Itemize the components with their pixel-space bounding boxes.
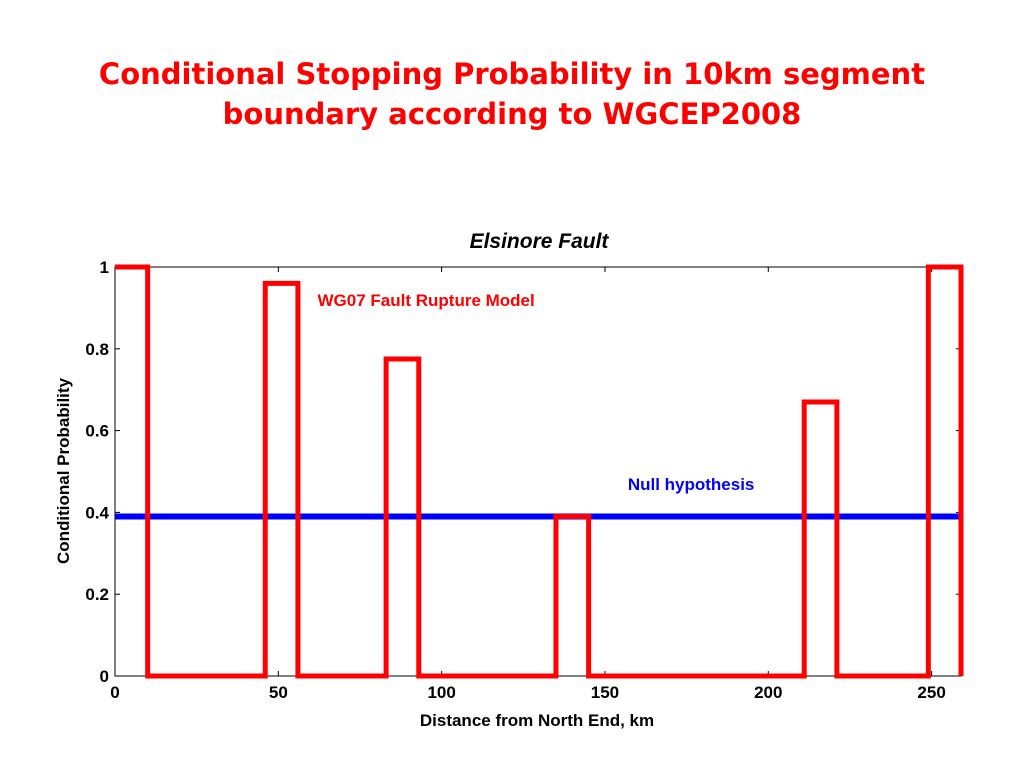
plot-area: 0 50 100 150 200 250 0 0.2 0.4 0.6 0.8 1 WG07 Fault …: [85, 258, 964, 702]
y-axis-label: Conditional Probability: [54, 377, 73, 564]
x-tick-label: 50: [269, 683, 288, 702]
axes-box: [114, 266, 962, 677]
y-tick-label: 0.6: [85, 422, 109, 441]
x-tick-label: 150: [591, 683, 619, 702]
slide-title: Conditional Stopping Probability in 10km…: [0, 54, 1024, 134]
y-tick-label: 0: [100, 667, 109, 686]
slide-title-line2: boundary according to WGCEP2008: [222, 97, 802, 131]
annotation-1: Null hypothesis: [628, 475, 755, 494]
y-tick-label: 1: [100, 258, 109, 277]
annotation-0: WG07 Fault Rupture Model: [318, 291, 535, 310]
y-tick-label: 0.8: [85, 340, 109, 359]
x-axis-label: Distance from North End, km: [420, 711, 654, 730]
y-tick-label: 0.2: [85, 585, 109, 604]
x-tick-label: 0: [110, 683, 119, 702]
x-tick-label: 200: [754, 683, 782, 702]
chart-title: Elsinore Fault: [470, 230, 610, 253]
y-tick-label: 0.4: [85, 503, 109, 522]
x-tick-label: 250: [917, 683, 945, 702]
x-tick-label: 100: [427, 683, 455, 702]
series-line-wg07-model: [115, 264, 964, 679]
slide-title-line1: Conditional Stopping Probability in 10km…: [98, 57, 926, 91]
